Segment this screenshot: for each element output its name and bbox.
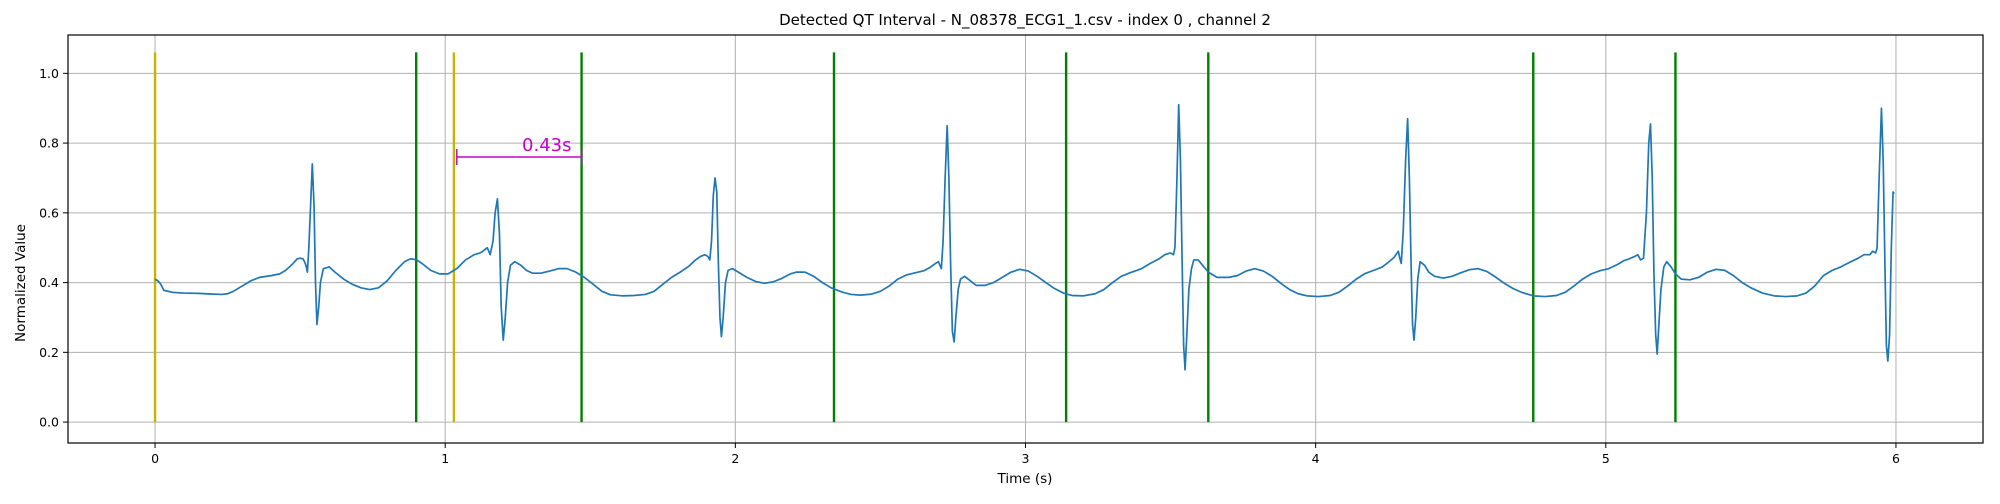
y-tick-label: 0.8 <box>39 136 59 151</box>
y-tick-label: 0.2 <box>39 345 59 360</box>
plot-frame <box>67 34 1984 444</box>
x-tick-label: 3 <box>1022 451 1030 466</box>
y-tick-label: 1.0 <box>39 66 59 81</box>
x-tick-label: 2 <box>731 451 739 466</box>
x-axis-label: Time (s) <box>997 471 1053 487</box>
ecg-signal-line <box>154 103 1895 371</box>
y-tick-label: 0.4 <box>39 275 59 290</box>
event-markers <box>153 52 1677 423</box>
x-tick-label: 4 <box>1312 451 1320 466</box>
x-tick-label: 0 <box>151 451 159 466</box>
x-tick-label: 5 <box>1602 451 1610 466</box>
y-tick-label: 0.0 <box>39 415 59 430</box>
grid <box>68 35 1983 443</box>
axis-ticks: 0 1 2 3 4 5 6 0.0 0.2 0.4 0.6 0.8 1.0 <box>39 66 1900 466</box>
qt-annotation: 0.43s <box>456 135 583 166</box>
interval-label: 0.43s <box>522 135 571 156</box>
y-tick-label: 0.6 <box>39 205 59 220</box>
x-tick-label: 1 <box>441 451 449 466</box>
chart-title: Detected QT Interval - N_08378_ECG1_1.cs… <box>779 11 1271 30</box>
x-tick-label: 6 <box>1892 451 1900 466</box>
signal-series <box>154 103 1895 371</box>
y-axis-label: Normalized Value <box>13 224 29 342</box>
